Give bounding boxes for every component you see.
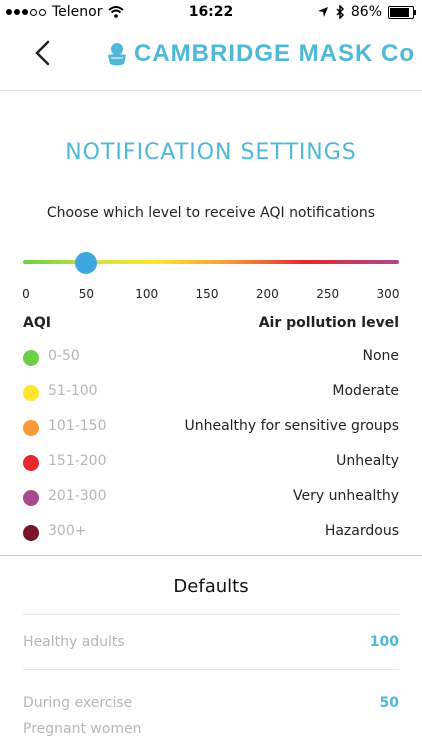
level-range: 151-200 bbox=[48, 453, 107, 469]
level-range: 51-100 bbox=[48, 383, 98, 399]
aqi-level-row: 300+ Hazardous bbox=[23, 523, 399, 543]
slider-tick-label: 200 bbox=[255, 287, 279, 301]
default-row-during-exercise[interactable]: During exercise 50 bbox=[23, 695, 399, 717]
aqi-header: AQI bbox=[23, 315, 51, 331]
level-color-dot bbox=[23, 420, 39, 436]
status-left: Telenor bbox=[6, 4, 125, 20]
aqi-slider-thumb[interactable] bbox=[75, 252, 98, 274]
status-bar: Telenor 16:22 86% bbox=[0, 0, 422, 24]
level-color-dot bbox=[23, 350, 39, 366]
aqi-level-row: 151-200 Unhealty bbox=[23, 453, 399, 473]
slider-tick-label: 300 bbox=[376, 287, 400, 301]
defaults-title: Defaults bbox=[173, 576, 249, 597]
aqi-level-row: 201-300 Very unhealthy bbox=[23, 488, 399, 508]
level-range: 0-50 bbox=[48, 348, 80, 364]
level-name: None bbox=[362, 348, 399, 364]
logo-text: CAMBRIDGE MASK Co bbox=[134, 40, 415, 67]
level-color-dot bbox=[23, 455, 39, 471]
slider-tick-label: 150 bbox=[195, 287, 219, 301]
pollution-level-header: Air pollution level bbox=[258, 315, 399, 331]
status-time: 16:22 bbox=[188, 4, 234, 20]
bluetooth-icon bbox=[336, 5, 344, 19]
level-color-dot bbox=[23, 525, 39, 541]
level-color-dot bbox=[23, 490, 39, 506]
aqi-slider-track[interactable] bbox=[23, 260, 399, 264]
signal-icon bbox=[6, 8, 46, 16]
level-color-dot bbox=[23, 385, 39, 401]
level-name: Moderate bbox=[332, 383, 399, 399]
aqi-level-row: 0-50 None bbox=[23, 348, 399, 368]
level-name: Unhealty bbox=[336, 453, 399, 469]
divider bbox=[23, 614, 399, 615]
level-name: Hazardous bbox=[324, 523, 399, 539]
slider-tick-label: 0 bbox=[22, 287, 30, 301]
battery-icon bbox=[388, 5, 416, 19]
slider-tick-label: 250 bbox=[316, 287, 340, 301]
default-label: During exercise bbox=[23, 695, 133, 711]
default-row-pregnant-women[interactable]: Pregnant women bbox=[23, 721, 399, 743]
default-value: 50 bbox=[379, 695, 399, 711]
status-right: 86% bbox=[317, 4, 416, 20]
aqi-level-row: 51-100 Moderate bbox=[23, 383, 399, 403]
aqi-level-row: 101-150 Unhealthy for sensitive groups bbox=[23, 418, 399, 438]
battery-percent: 86% bbox=[350, 4, 382, 20]
slider-tick-labels: 0 50 100 150 200 250 300 bbox=[0, 287, 422, 303]
default-value: 100 bbox=[369, 634, 399, 650]
divider bbox=[23, 669, 399, 670]
slider-tick-label: 50 bbox=[78, 287, 94, 301]
default-row-healthy-adults[interactable]: Healthy adults 100 bbox=[23, 634, 399, 656]
default-label: Healthy adults bbox=[23, 634, 125, 650]
level-name: Very unhealthy bbox=[293, 488, 399, 504]
level-range: 300+ bbox=[48, 523, 87, 539]
default-label: Pregnant women bbox=[23, 721, 142, 737]
wifi-icon bbox=[108, 6, 125, 18]
level-name: Unhealthy for sensitive groups bbox=[184, 418, 399, 434]
carrier-name: Telenor bbox=[52, 4, 103, 20]
page-subtitle: Choose which level to receive AQI notifi… bbox=[46, 205, 376, 221]
level-range: 101-150 bbox=[48, 418, 107, 434]
mask-logo-icon bbox=[108, 43, 126, 66]
brand-logo: CAMBRIDGE MASK Co bbox=[106, 40, 415, 68]
slider-tick-label: 100 bbox=[135, 287, 159, 301]
back-chevron-icon[interactable] bbox=[28, 36, 58, 70]
page-title: NOTIFICATION SETTINGS bbox=[65, 140, 357, 165]
level-range: 201-300 bbox=[48, 488, 107, 504]
location-arrow-icon bbox=[317, 7, 328, 17]
nav-header: CAMBRIDGE MASK Co bbox=[0, 24, 422, 91]
section-divider bbox=[0, 555, 422, 556]
